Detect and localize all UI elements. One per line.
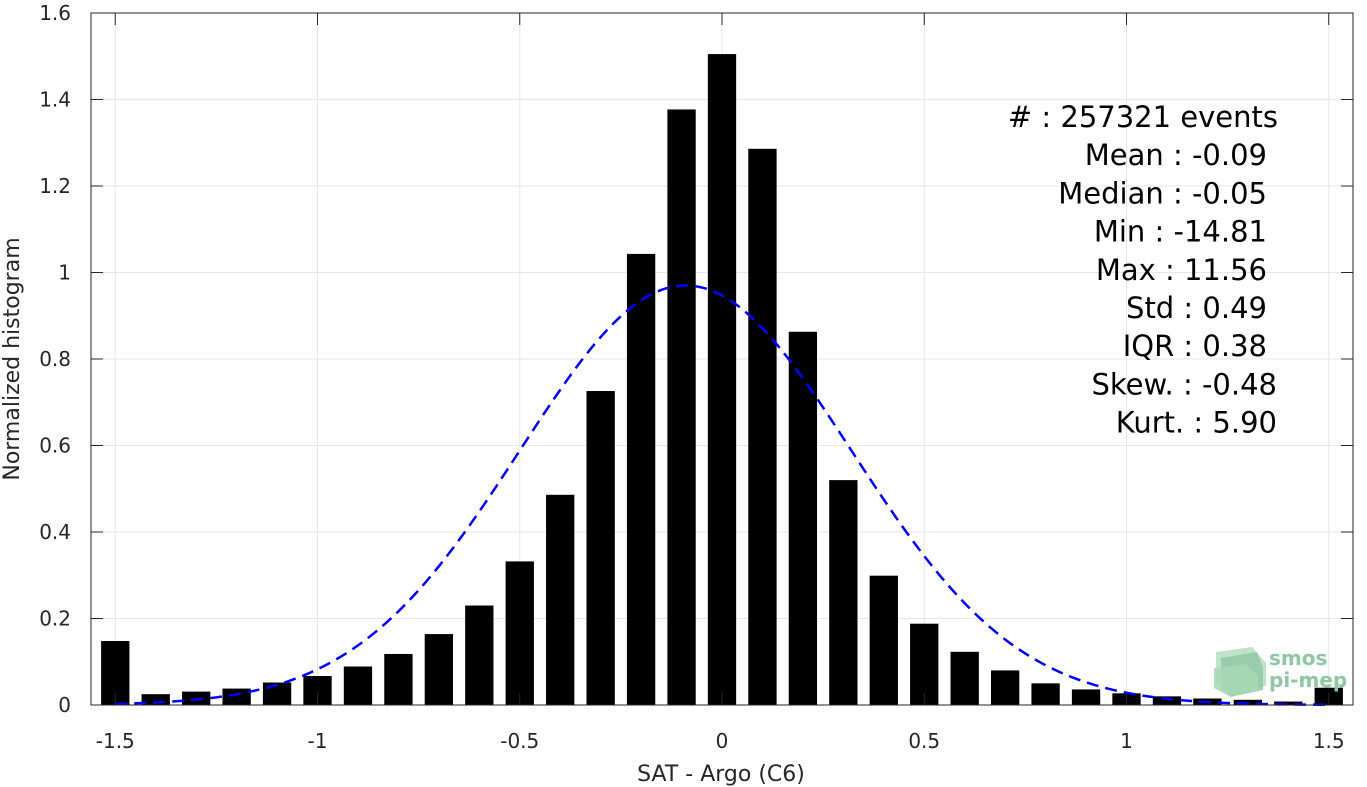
stat-line-3: Min : -14.81: [1094, 215, 1267, 249]
y-tick-label-6: 1.2: [39, 174, 71, 198]
y-tick-label-1: 0.2: [39, 607, 71, 631]
stat-line-1: Mean : -0.09: [1085, 138, 1267, 172]
y-tick-label-4: 0.8: [39, 347, 71, 371]
histogram-bar-17: [788, 331, 818, 705]
logo-line1: smos: [1269, 646, 1327, 670]
y-tick-label-0: 0: [58, 693, 71, 717]
stat-line-8: Kurt. : 5.90: [1116, 406, 1277, 440]
histogram-bar-15: [707, 54, 737, 705]
x-tick-label-5: 1: [1120, 729, 1133, 753]
histogram-bar-14: [667, 109, 696, 705]
x-tick-label-4: 0.5: [908, 729, 940, 753]
x-tick-label-3: 0: [716, 729, 729, 753]
histogram-bar-26: [1152, 696, 1182, 705]
histogram-bar-29: [1274, 701, 1303, 705]
histogram-bar-16: [748, 148, 777, 705]
logo-line2: pi-mep: [1269, 668, 1347, 692]
histogram-bar-7: [384, 653, 413, 705]
y-tick-label-7: 1.4: [39, 88, 71, 112]
stat-line-5: Std : 0.49: [1126, 291, 1267, 325]
histogram-bar-13: [626, 253, 656, 705]
gaussian-fit-line: [115, 284, 1329, 707]
x-axis-label: SAT - Argo (C6): [637, 762, 805, 787]
histogram-bar-2: [182, 691, 211, 705]
histogram-bar-20: [910, 623, 939, 705]
histogram-bar-18: [829, 480, 858, 705]
y-axis-label: Normalized histogram: [0, 237, 25, 480]
histogram-bars: [101, 54, 1343, 705]
histogram-bar-23: [1031, 683, 1060, 705]
histogram-bar-8: [424, 634, 454, 705]
histogram-bar-1: [141, 694, 170, 705]
histogram-bar-6: [343, 666, 373, 705]
y-tick-label-5: 1: [58, 261, 71, 285]
histogram-bar-9: [465, 605, 494, 705]
histogram-bar-24: [1071, 689, 1101, 705]
x-axis-ticks: -1.5 -1 -0.5 0 0.5 1 1.5: [96, 13, 1345, 753]
statistics-box: # : 257321 events Mean : -0.09 Median : -0…: [1008, 100, 1278, 440]
y-tick-label-8: 1.6: [39, 1, 71, 25]
logo-icon: [1214, 647, 1266, 697]
stat-line-6: IQR : 0.38: [1123, 329, 1267, 363]
histogram-bar-11: [546, 494, 575, 705]
y-tick-label-3: 0.6: [39, 434, 71, 458]
histogram-bar-22: [990, 670, 1020, 705]
y-tick-label-2: 0.4: [39, 520, 71, 544]
histogram-bar-3: [222, 688, 251, 705]
histogram-bar-10: [505, 561, 534, 705]
x-tick-label-6: 1.5: [1313, 729, 1345, 753]
histogram-bar-28: [1233, 699, 1262, 705]
histogram-bar-21: [950, 651, 979, 705]
y-axis-ticks: 0 0.2 0.4 0.6 0.8 1 1.2 1.4 1.6: [39, 1, 1353, 717]
histogram-bar-19: [869, 575, 898, 705]
stat-line-0: # : 257321 events: [1008, 100, 1278, 134]
x-tick-label-2: -0.5: [500, 729, 539, 753]
stat-line-4: Max : 11.56: [1096, 253, 1267, 287]
stat-line-7: Skew. : -0.48: [1091, 367, 1277, 401]
smos-pi-mep-logo: smos pi-mep: [1214, 646, 1347, 697]
x-tick-label-1: -1: [308, 729, 328, 753]
gaussian-fit: [115, 284, 1329, 707]
x-tick-label-0: -1.5: [96, 729, 135, 753]
stat-line-2: Median : -0.05: [1058, 176, 1267, 210]
histogram-bar-12: [586, 391, 615, 705]
